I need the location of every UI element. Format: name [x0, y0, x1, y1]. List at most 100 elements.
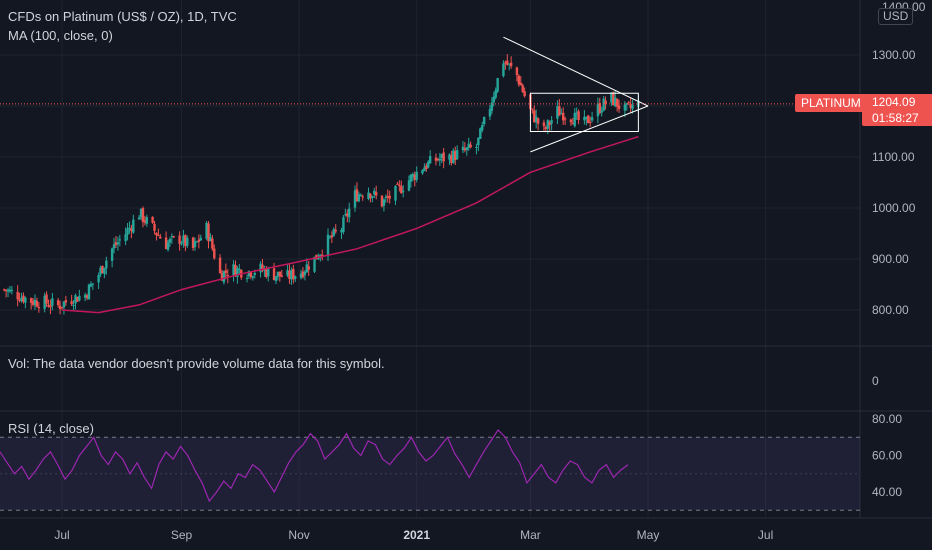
- rsi-band-fill: [0, 437, 860, 511]
- candle-body: [400, 186, 403, 193]
- candle-body: [180, 243, 183, 245]
- candle-body: [151, 216, 154, 223]
- candle-body: [482, 117, 486, 125]
- candle-body: [290, 270, 293, 280]
- candle-body: [143, 220, 147, 223]
- time-axis-tick: Sep: [171, 528, 193, 542]
- candle-body: [394, 185, 397, 201]
- candle-body: [492, 96, 495, 103]
- triangle-upper-line: [503, 36, 649, 107]
- rsi-axis[interactable]: 80.00 60.00 40.00: [872, 412, 902, 499]
- ma-line: [61, 135, 639, 314]
- price-axis-tick: 800.00: [872, 303, 909, 317]
- candle-body: [186, 237, 189, 246]
- candle-body: [37, 307, 41, 309]
- candle-body: [286, 270, 289, 276]
- candle-body: [531, 108, 534, 110]
- candle-body: [145, 217, 149, 224]
- candle-body: [220, 273, 224, 281]
- rsi-axis-tick: 60.00: [872, 449, 902, 463]
- candle-body: [132, 219, 135, 233]
- candle-body: [89, 284, 93, 287]
- candle-body: [596, 104, 600, 117]
- candle-body: [99, 267, 102, 275]
- candle-body: [166, 242, 170, 250]
- candle-body: [519, 82, 522, 86]
- candle-body: [31, 301, 35, 305]
- time-axis[interactable]: Jul Sep Nov 2021 Mar May Jul: [54, 528, 773, 542]
- candle-body: [124, 234, 127, 242]
- candle-body: [494, 90, 497, 98]
- candle-body: [330, 235, 334, 238]
- candle-body: [24, 297, 27, 303]
- candle-body: [232, 264, 235, 276]
- candle-body: [195, 241, 199, 243]
- candle-body: [128, 227, 131, 229]
- candle-body: [226, 275, 229, 277]
- candle-body: [10, 290, 14, 292]
- candle-body: [91, 283, 95, 285]
- candle-body: [388, 195, 391, 199]
- candle-body: [508, 63, 511, 65]
- candle-body: [211, 238, 214, 249]
- candle-body: [396, 183, 399, 185]
- candle-body: [103, 267, 106, 274]
- candle-body: [563, 118, 567, 120]
- candle-body: [569, 119, 573, 123]
- candle-body: [506, 60, 509, 65]
- candle-body: [191, 237, 195, 248]
- candle-body: [45, 294, 48, 304]
- candle-body: [461, 146, 465, 151]
- currency-unit-button[interactable]: USD: [878, 8, 914, 25]
- candle-body: [452, 150, 455, 163]
- candle-body: [575, 112, 578, 114]
- candle-body: [288, 270, 291, 279]
- candle-body: [415, 171, 418, 180]
- candle-body: [542, 122, 546, 127]
- candle-body: [303, 271, 307, 276]
- candle-body: [2, 289, 6, 291]
- candle-body: [428, 156, 432, 164]
- time-axis-tick: 2021: [403, 528, 430, 542]
- candle-body: [139, 208, 143, 218]
- candle-body: [182, 235, 185, 243]
- candle-body: [382, 199, 386, 206]
- candle-body: [380, 195, 384, 207]
- candle-body: [213, 248, 216, 259]
- candle-body: [357, 194, 361, 202]
- volume-axis: 0: [872, 374, 879, 388]
- candle-body: [263, 269, 266, 271]
- candle-body: [490, 102, 494, 111]
- candle-body: [346, 213, 349, 217]
- candle-body: [18, 299, 21, 301]
- time-axis-tick: Jul: [758, 528, 773, 542]
- candle-body: [340, 229, 343, 233]
- candle-body: [205, 222, 208, 239]
- candle-body: [222, 271, 226, 283]
- candle-body: [375, 192, 378, 196]
- price-axis-tick: 1000.00: [872, 201, 916, 215]
- candle-body: [137, 217, 141, 220]
- triangle-lower-line: [530, 105, 649, 153]
- candle-body: [261, 264, 264, 271]
- candle-body: [207, 223, 210, 242]
- last-price-badge: 1204.09 01:58:27: [862, 94, 932, 126]
- candle-body: [475, 146, 478, 148]
- candle-body: [265, 269, 268, 277]
- candle-body: [477, 137, 480, 146]
- candle-body: [617, 105, 621, 109]
- candle-body: [16, 291, 19, 300]
- candle-body: [64, 300, 68, 303]
- chart-title[interactable]: CFDs on Platinum (US$ / OZ), 1D, TVC: [8, 9, 237, 24]
- candle-body: [114, 242, 118, 246]
- candle-body: [361, 196, 364, 198]
- candle-body: [353, 190, 357, 208]
- ma-legend[interactable]: MA (100, close, 0): [8, 28, 113, 43]
- candle-body: [97, 274, 100, 283]
- rsi-legend[interactable]: RSI (14, close): [8, 421, 94, 436]
- candle-body: [47, 304, 50, 307]
- candle-body: [612, 92, 615, 106]
- candle-body: [274, 276, 278, 281]
